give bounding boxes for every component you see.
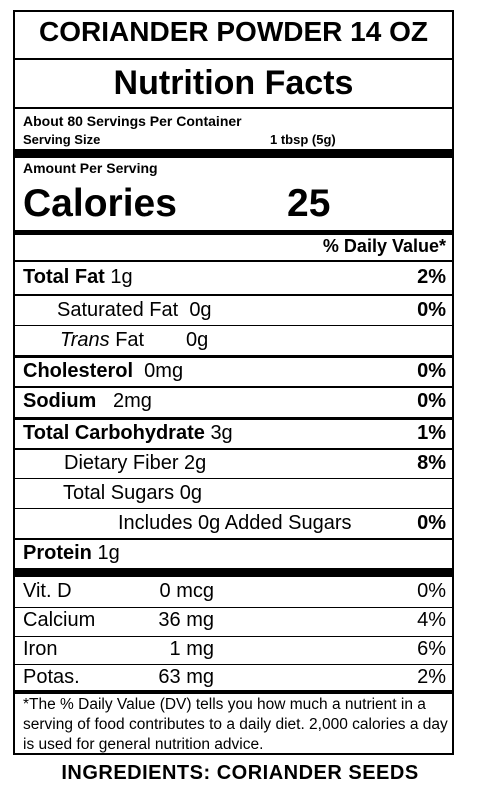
divider	[15, 417, 452, 420]
divider	[15, 607, 452, 608]
divider	[15, 325, 452, 326]
serving-size-label: Serving Size	[23, 132, 101, 147]
product-name: CORIANDER POWDER 14 OZ	[39, 16, 428, 47]
divider	[15, 664, 452, 665]
nutrition-facts-label: CORIANDER POWDER 14 OZ Nutrition Facts A…	[13, 10, 454, 755]
divider	[15, 448, 452, 450]
divider	[15, 386, 452, 388]
daily-value-header: % Daily Value*	[322, 236, 446, 256]
divider	[15, 508, 452, 509]
nutrition-facts-title: Nutrition Facts	[113, 64, 354, 102]
divider	[15, 107, 452, 109]
divider	[15, 538, 452, 540]
divider	[15, 636, 452, 637]
amount-per-serving: Amount Per Serving	[23, 160, 158, 176]
divider	[15, 478, 452, 479]
calories-label: Calories	[23, 182, 177, 225]
thick-divider	[15, 149, 452, 158]
medium-divider	[15, 230, 452, 235]
medium-divider	[15, 690, 452, 694]
serving-size-value: 1 tbsp (5g)	[270, 132, 336, 147]
divider	[15, 260, 452, 262]
daily-value-footnote: *The % Daily Value (DV) tells you how mu…	[23, 696, 448, 753]
thick-divider	[15, 568, 452, 577]
divider	[15, 58, 452, 60]
servings-per-container: About 80 Servings Per Container	[23, 113, 242, 129]
thick-divider	[15, 355, 452, 358]
divider	[15, 294, 452, 296]
calories-value: 25	[287, 182, 331, 225]
ingredients: INGREDIENTS: CORIANDER SEEDS	[61, 762, 419, 784]
